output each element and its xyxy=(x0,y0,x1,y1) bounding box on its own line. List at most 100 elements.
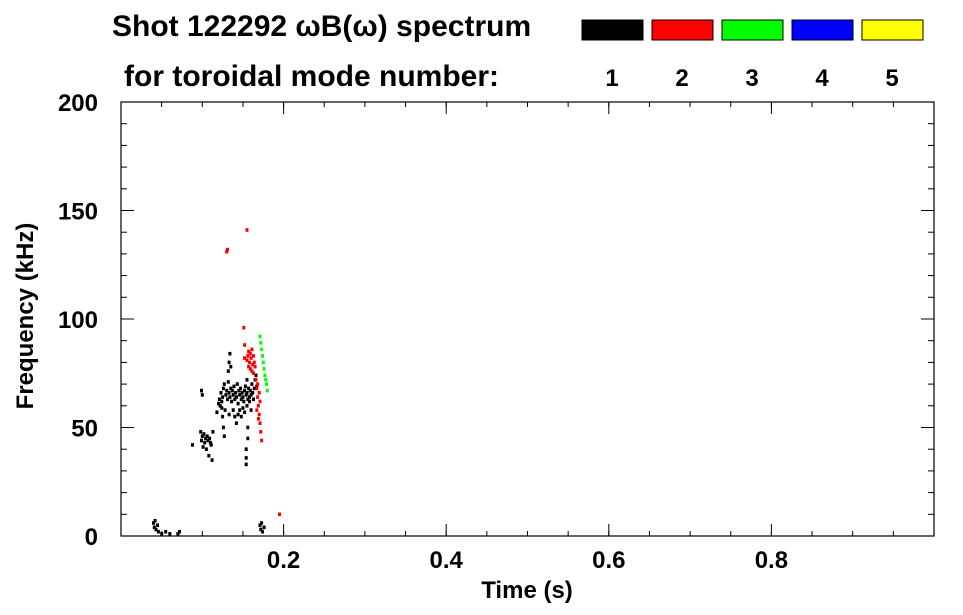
spectrum-point-mode-2 xyxy=(250,369,254,373)
spectrum-point-mode-1 xyxy=(209,443,213,447)
spectrum-point-mode-1 xyxy=(244,393,248,397)
spectrum-point-mode-2 xyxy=(251,362,255,367)
spectrum-point-mode-1 xyxy=(237,388,241,393)
spectrum-point-mode-2 xyxy=(256,382,260,386)
spectrum-point-mode-1 xyxy=(248,399,251,404)
spectrum-point-mode-1 xyxy=(241,395,245,399)
y-axis-label: Frequency (kHz) xyxy=(12,223,39,410)
spectrum-point-mode-1 xyxy=(254,373,258,378)
spectrum-point-mode-2 xyxy=(260,438,264,443)
spectrum-point-mode-1 xyxy=(252,397,255,402)
spectrum-point-mode-2 xyxy=(278,512,281,517)
spectrum-point-mode-1 xyxy=(236,401,240,406)
spectrum-point-mode-2 xyxy=(257,391,261,395)
spectrum-point-mode-1 xyxy=(201,445,205,449)
legend-label-mode-3: 3 xyxy=(745,65,758,92)
spectrum-point-mode-1 xyxy=(251,391,255,395)
spectrum-point-mode-2 xyxy=(252,354,255,358)
spectrum-point-mode-1 xyxy=(242,399,246,404)
spectrum-point-mode-3 xyxy=(264,378,268,382)
spectrum-point-mode-1 xyxy=(239,397,243,402)
spectrum-point-mode-3 xyxy=(261,360,265,365)
spectrum-point-mode-1 xyxy=(234,391,238,395)
spectrum-point-mode-1 xyxy=(168,532,172,536)
spectrum-point-mode-1 xyxy=(234,395,238,399)
spectrum-point-mode-2 xyxy=(258,399,262,404)
legend-swatch-mode-1 xyxy=(581,19,644,41)
spectrum-point-mode-3 xyxy=(261,354,264,358)
spectrum-point-mode-2 xyxy=(225,249,229,254)
spectrum-point-mode-1 xyxy=(233,414,237,419)
legend-swatch-mode-5 xyxy=(861,19,924,41)
spectrum-point-mode-1 xyxy=(176,532,180,536)
spectrum-point-mode-2 xyxy=(252,371,255,375)
spectrum-point-mode-3 xyxy=(258,334,262,339)
spectrum-point-mode-1 xyxy=(239,414,243,419)
spectrum-point-mode-2 xyxy=(246,354,250,358)
spectrum-point-mode-1 xyxy=(246,425,250,430)
y-axis: 0 50 100 150 200 xyxy=(58,90,934,551)
spectrum-point-mode-1 xyxy=(205,434,209,438)
spectrum-point-mode-1 xyxy=(152,525,156,530)
spectrum-point-mode-1 xyxy=(249,393,253,397)
spectrum-point-mode-1 xyxy=(221,425,225,430)
y-tick-label: 50 xyxy=(71,416,98,443)
spectrum-point-mode-1 xyxy=(221,414,225,419)
spectrum-point-mode-1 xyxy=(229,364,233,369)
spectrum-point-mode-1 xyxy=(228,395,232,399)
legend-swatch-mode-4 xyxy=(791,19,854,41)
legend-swatch-mode-3 xyxy=(721,19,784,41)
spectrum-point-mode-1 xyxy=(221,386,225,391)
spectrum-point-mode-1 xyxy=(235,382,239,386)
spectrum-point-mode-1 xyxy=(156,523,160,527)
legend-label-mode-4: 4 xyxy=(815,65,829,92)
spectrum-point-mode-1 xyxy=(227,391,231,395)
spectrum-point-mode-2 xyxy=(247,349,251,354)
spectrum-point-mode-1 xyxy=(239,386,242,391)
x-tick-label: 0.8 xyxy=(755,547,788,574)
spectrum-point-mode-1 xyxy=(222,382,226,386)
spectrum-point-mode-1 xyxy=(206,438,210,443)
spectrum-point-mode-1 xyxy=(231,408,235,412)
spectrum-point-mode-1 xyxy=(230,399,234,404)
spectrum-point-mode-1 xyxy=(207,453,211,458)
spectrum-point-mode-2 xyxy=(243,343,247,347)
spectrum-point-mode-1 xyxy=(244,462,248,467)
spectrum-point-mode-1 xyxy=(224,393,228,397)
spectrum-point-mode-1 xyxy=(247,386,251,391)
spectrum-point-mode-1 xyxy=(223,408,227,412)
spectrum-point-mode-1 xyxy=(243,384,247,389)
spectrum-point-mode-1 xyxy=(208,436,212,441)
spectrum-point-mode-3 xyxy=(262,367,266,371)
y-tick-label: 150 xyxy=(58,199,98,226)
spectrum-point-mode-1 xyxy=(153,519,157,523)
spectrum-point-mode-2 xyxy=(255,408,259,412)
spectrum-point-mode-1 xyxy=(245,391,249,395)
spectrum-point-mode-1 xyxy=(200,438,203,443)
spectrum-point-mode-1 xyxy=(217,401,221,406)
spectrum-point-mode-1 xyxy=(199,430,203,434)
spectrum-point-mode-2 xyxy=(256,395,260,399)
spectrum-point-mode-2 xyxy=(249,356,253,360)
spectrum-point-mode-1 xyxy=(154,527,158,532)
x-tick-label: 0.4 xyxy=(430,547,464,574)
spectrum-point-mode-3 xyxy=(259,341,263,345)
legend-label-mode-1: 1 xyxy=(605,65,618,92)
spectrum-point-mode-2 xyxy=(242,325,246,330)
spectrum-point-mode-1 xyxy=(231,393,235,397)
spectrum-point-mode-1 xyxy=(219,391,223,395)
spectrum-point-mode-1 xyxy=(226,397,229,402)
spectrum-point-mode-1 xyxy=(259,527,263,532)
spectrum-point-mode-2 xyxy=(248,351,252,356)
spectrum-point-mode-1 xyxy=(227,360,231,365)
spectrum-point-mode-1 xyxy=(249,408,253,412)
spectrum-point-mode-1 xyxy=(225,388,229,393)
spectrum-point-mode-1 xyxy=(229,386,233,391)
spectrum-point-mode-2 xyxy=(250,347,254,352)
spectrum-point-mode-1 xyxy=(200,393,204,397)
spectrum-point-mode-1 xyxy=(238,408,242,412)
spectrum-point-mode-1 xyxy=(220,399,224,404)
spectrum-point-mode-1 xyxy=(244,456,248,460)
spectrum-point-mode-1 xyxy=(246,397,250,402)
spectrum-point-mode-1 xyxy=(211,430,215,434)
